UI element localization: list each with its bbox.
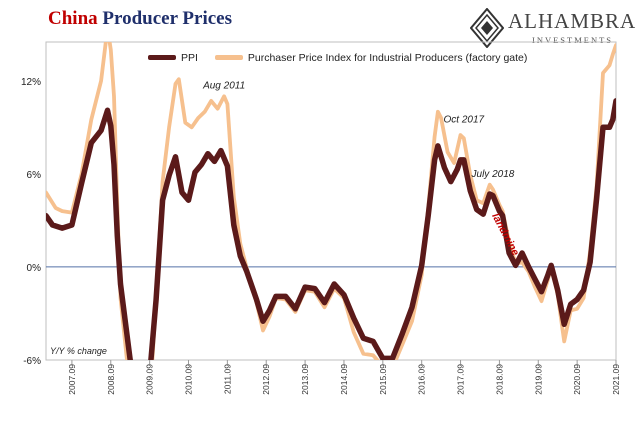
- legend-swatch-ppi: [148, 55, 176, 60]
- plot-frame: [45, 41, 617, 361]
- series-layer: [46, 42, 616, 360]
- x-tick-label: 2014.09: [339, 364, 349, 395]
- y-tick-label: 0%: [27, 263, 42, 274]
- y-tick-label: -6%: [23, 356, 41, 367]
- x-tick-label: 2016.09: [417, 364, 427, 395]
- alhambra-logo: ALHAMBRA INVESTMENTS: [470, 6, 638, 52]
- annotation-label: July 2018: [471, 169, 515, 180]
- x-tick-label: 2008.09: [106, 364, 116, 395]
- legend-item-purchaser: Purchaser Price Index for Industrial Pro…: [214, 51, 528, 64]
- legend-item-ppi: PPI: [148, 52, 198, 64]
- annotation-label: Oct 2017: [443, 115, 484, 126]
- series-line-purchaser: [46, 42, 616, 360]
- x-tick-label: 2012.09: [261, 364, 271, 395]
- series-line-ppi: [46, 98, 616, 360]
- x-tick-label: 2007.09: [67, 364, 77, 395]
- alhambra-diamond-icon: [470, 8, 504, 48]
- title-word-china: China: [48, 8, 98, 29]
- chart-title: China Producer Prices: [48, 8, 232, 30]
- x-tick-label: 2017.09: [456, 364, 466, 395]
- x-tick-label: 2020.09: [572, 364, 582, 395]
- x-tick-label: 2011.09: [222, 364, 232, 394]
- y-tick-label: 12%: [21, 77, 41, 88]
- x-tick-label: 2015.09: [378, 364, 388, 395]
- axis-layer: 12% 6% 0% -6% 2007.09 2008.09 2009.09 2010.09 20…: [21, 77, 621, 395]
- x-tick-label: 2019.09: [533, 364, 543, 395]
- annotation-label: Aug 2011: [202, 81, 245, 92]
- x-tick-label: 2010.09: [184, 364, 194, 395]
- y-tick-label: 6%: [27, 170, 42, 181]
- logo-subtitle: INVESTMENTS: [532, 35, 614, 45]
- legend-swatch-purchaser: [214, 55, 243, 60]
- corner-note: Y/Y % change: [50, 346, 107, 356]
- legend-label-ppi: PPI: [181, 51, 198, 64]
- x-tick-label: 2013.09: [300, 364, 310, 395]
- legend-label-purchaser: Purchaser Price Index for Industrial Pro…: [247, 51, 528, 64]
- logo-name: ALHAMBRA: [508, 9, 637, 33]
- title-word-producer-prices: Producer Prices: [102, 8, 233, 29]
- x-tick-label: 2021.09: [611, 364, 621, 395]
- x-tick-label: 2018.09: [494, 364, 504, 395]
- grid-layer: [45, 41, 617, 361]
- chart-legend: PPI Purchaser Price Index for Industrial…: [148, 51, 541, 64]
- x-tick-label: 2009.09: [145, 364, 155, 395]
